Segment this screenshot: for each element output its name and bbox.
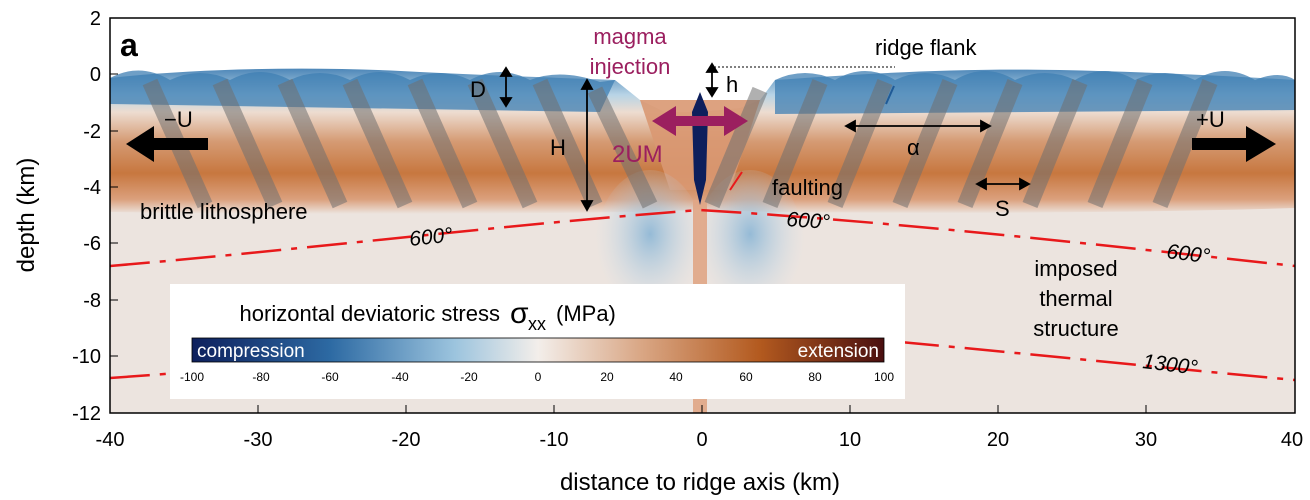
fault-band <box>1152 78 1218 209</box>
big-h-label: H <box>550 135 566 160</box>
colorbar-title: horizontal deviatoric stress <box>240 301 500 326</box>
x-tick-label: 20 <box>987 429 1009 451</box>
alpha-spacing-arrow <box>844 119 992 133</box>
fault-band <box>212 78 283 209</box>
fault-band <box>827 78 893 209</box>
fault-band <box>892 78 958 209</box>
fault-band <box>532 78 603 209</box>
ridge-flank-label: ridge flank <box>875 35 978 60</box>
svg-text:-100: -100 <box>180 370 204 384</box>
injection-label: injection <box>590 54 671 79</box>
svg-text:thermal: thermal <box>1039 286 1112 311</box>
y-tick-label: 2 <box>90 8 101 30</box>
y-tick-label: -10 <box>72 346 101 368</box>
faulting-label: faulting <box>772 175 843 200</box>
fault-bands <box>142 78 1218 209</box>
colorbar-ticks: -100 -80 -60 -40 -20 0 20 40 60 80 100 <box>180 370 894 384</box>
svg-text:100: 100 <box>874 370 894 384</box>
fault-band <box>587 86 658 209</box>
isotherm-label-right-600: 600° <box>1165 240 1211 268</box>
brittle-lithosphere-label: brittle lithosphere <box>140 199 308 224</box>
panel-label: a <box>120 27 138 63</box>
magma-spreading-arrow <box>652 106 748 136</box>
fault-band <box>277 78 348 209</box>
fault-band <box>342 78 413 209</box>
x-axis: -40 -30 -20 -10 0 10 20 30 40 <box>96 405 1303 451</box>
svg-text:20: 20 <box>600 370 614 384</box>
imposed-thermal-label: imposed thermal structure <box>1033 256 1119 341</box>
h-label: h <box>726 72 738 97</box>
fault-band <box>704 86 768 209</box>
extension-label: extension <box>798 341 879 362</box>
colorbar-subscript: xx <box>528 314 546 334</box>
minus-u-label: −U <box>164 107 193 132</box>
plus-u-label: +U <box>1196 107 1225 132</box>
fault-slip-arrow-flank <box>885 85 895 105</box>
s-label: S <box>995 196 1010 221</box>
y-tick-label: 0 <box>90 64 101 86</box>
fault-band <box>1087 78 1153 209</box>
svg-text:60: 60 <box>739 370 753 384</box>
y-tick-label: -4 <box>83 177 101 199</box>
y-tick-label: -8 <box>83 290 101 312</box>
x-tick-label: 0 <box>696 429 707 451</box>
fault-band <box>467 78 538 209</box>
fault-band <box>762 78 828 209</box>
fault-band <box>1022 78 1088 209</box>
x-tick-label: -20 <box>392 429 421 451</box>
y-axis-label: depth (km) <box>13 158 40 273</box>
svg-text:structure: structure <box>1033 316 1119 341</box>
x-tick-label: 40 <box>1281 429 1303 451</box>
svg-text:imposed: imposed <box>1034 256 1117 281</box>
d-dimension-arrow <box>499 66 513 108</box>
fault-band <box>407 78 478 209</box>
x-tick-label: 30 <box>1135 429 1157 451</box>
s-width-arrow <box>975 177 1031 191</box>
colorbar-units: (MPa) <box>556 301 616 326</box>
x-tick-label: -30 <box>244 429 273 451</box>
svg-text:0: 0 <box>535 370 542 384</box>
svg-text:-60: -60 <box>321 370 339 384</box>
alpha-label: α <box>907 135 920 160</box>
magma-label: magma <box>593 24 667 49</box>
compression-label: compression <box>197 341 305 362</box>
x-tick-label: -40 <box>96 429 125 451</box>
y-tick-label: -12 <box>72 403 101 425</box>
colorbar-symbol: σ <box>510 297 529 330</box>
x-tick-label: 10 <box>839 429 861 451</box>
fault-slip-arrow <box>729 171 743 191</box>
svg-text:-20: -20 <box>460 370 478 384</box>
svg-text:80: 80 <box>808 370 822 384</box>
isotherm-label-mid-600: 600° <box>786 208 831 234</box>
big-h-dimension-arrow <box>580 78 594 212</box>
left-plate-arrow <box>126 126 208 162</box>
isotherm-600 <box>110 208 1295 268</box>
y-tick-label: -6 <box>83 233 101 255</box>
two-um-label: 2UM <box>612 141 663 168</box>
y-axis: 2 0 -2 -4 -6 -8 -10 -12 <box>72 8 118 425</box>
colorbar-legend: horizontal deviatoric stress σ xx (MPa) … <box>170 284 905 399</box>
x-axis-label: distance to ridge axis (km) <box>560 469 840 496</box>
isotherm-label-left-600: 600° <box>408 224 454 251</box>
svg-text:-80: -80 <box>252 370 270 384</box>
right-plate-arrow <box>1192 126 1276 162</box>
h-dimension-arrow <box>705 62 719 98</box>
y-tick-label: -2 <box>83 121 101 143</box>
x-tick-label: -10 <box>540 429 569 451</box>
svg-text:-40: -40 <box>391 370 409 384</box>
fault-band <box>957 78 1023 209</box>
colorbar-ramp <box>191 337 885 363</box>
d-label: D <box>470 77 486 102</box>
svg-text:40: 40 <box>669 370 683 384</box>
